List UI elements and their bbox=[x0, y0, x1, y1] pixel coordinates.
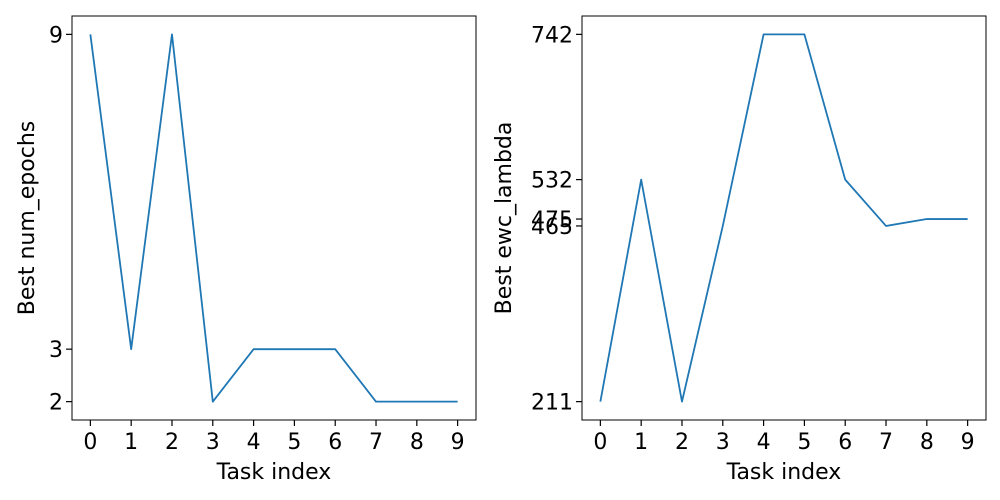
x-tick-label: 3 bbox=[716, 430, 730, 455]
y-tick-label: 3 bbox=[49, 338, 63, 363]
x-tick-label: 2 bbox=[675, 430, 689, 455]
y-axis-title: Best ewc_lambda bbox=[492, 122, 517, 315]
x-tick-label: 5 bbox=[797, 430, 811, 455]
y-tick-label: 211 bbox=[531, 391, 573, 416]
x-tick-label: 3 bbox=[206, 430, 220, 455]
x-axis-title: Task index bbox=[726, 460, 842, 485]
y-axis-title: Best num_epochs bbox=[15, 121, 40, 316]
x-tick-label: 0 bbox=[593, 430, 607, 455]
y-tick-label: 475 bbox=[531, 208, 573, 233]
y-tick-label: 2 bbox=[49, 391, 63, 416]
x-tick-label: 9 bbox=[961, 430, 975, 455]
x-tick-label: 1 bbox=[124, 430, 138, 455]
x-tick-label: 6 bbox=[328, 430, 342, 455]
x-axis-title: Task index bbox=[216, 460, 332, 485]
x-tick-label: 7 bbox=[879, 430, 893, 455]
series-line bbox=[599, 33, 968, 403]
x-tick-label: 9 bbox=[451, 430, 465, 455]
x-tick-label: 4 bbox=[247, 430, 261, 455]
series-line bbox=[89, 33, 458, 403]
axes-frame bbox=[581, 15, 987, 421]
y-tick-label: 465 bbox=[531, 215, 573, 240]
x-tick-label: 8 bbox=[410, 430, 424, 455]
y-tick-label: 742 bbox=[531, 23, 573, 48]
axes-frame bbox=[71, 15, 477, 421]
x-tick-label: 4 bbox=[757, 430, 771, 455]
x-tick-label: 0 bbox=[83, 430, 97, 455]
chart-panel-num-epochs: 0 1 2 3 4 5 6 7 8 9 2 3 9 Task index Best num_epochs bbox=[15, 15, 477, 485]
y-tick-label: 9 bbox=[49, 23, 63, 48]
x-tick-label: 5 bbox=[287, 430, 301, 455]
y-tick-label: 532 bbox=[531, 169, 573, 194]
x-tick-label: 8 bbox=[920, 430, 934, 455]
x-tick-label: 2 bbox=[165, 430, 179, 455]
x-tick-label: 7 bbox=[369, 430, 383, 455]
x-tick-label: 1 bbox=[634, 430, 648, 455]
x-tick-label: 6 bbox=[838, 430, 852, 455]
